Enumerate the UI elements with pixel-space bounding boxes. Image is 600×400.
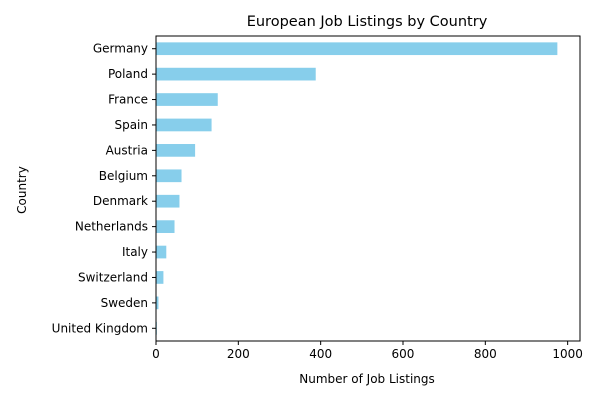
bar-germany [156, 42, 558, 56]
plot-frame [155, 35, 581, 342]
x-tick-label: 200 [227, 347, 250, 361]
y-tick-label: Sweden [101, 296, 148, 310]
bar-switzerland [156, 271, 164, 284]
y-tick-label: Austria [106, 143, 148, 157]
bar-austria [156, 144, 196, 157]
y-tick-label: Poland [108, 67, 148, 81]
x-axis-ticks: 0 200 400 600 800 1000 [152, 341, 583, 361]
bar-spain [156, 118, 212, 132]
bar-netherlands [156, 220, 175, 233]
x-axis-label: Number of Job Listings [299, 372, 435, 386]
y-tick-label: Denmark [93, 194, 148, 208]
bar-poland [156, 67, 316, 81]
x-tick-label: 800 [474, 347, 497, 361]
x-tick-label: 600 [392, 347, 415, 361]
chart-title: European Job Listings by Country [247, 14, 488, 30]
x-tick-label: 0 [152, 347, 160, 361]
bars-group [156, 42, 558, 335]
y-tick-label: Switzerland [78, 270, 148, 284]
y-tick-label: Netherlands [75, 220, 148, 234]
y-tick-label: Germany [93, 42, 148, 56]
bar-sweden [156, 296, 159, 310]
y-tick-label: United Kingdom [52, 321, 148, 335]
bar-france [156, 93, 218, 106]
x-tick-label: 400 [309, 347, 332, 361]
bar-italy [156, 245, 167, 259]
x-tick-label: 1000 [552, 347, 583, 361]
y-tick-label: Italy [122, 245, 148, 259]
y-axis-ticks: Germany Poland France Spain Austria Belgium De… [52, 42, 156, 335]
y-axis-label: Country [15, 166, 29, 214]
y-tick-label: France [108, 93, 148, 107]
y-tick-label: Spain [114, 118, 148, 132]
bar-denmark [156, 194, 180, 208]
y-tick-label: Belgium [99, 169, 148, 183]
bar-belgium [156, 169, 182, 183]
